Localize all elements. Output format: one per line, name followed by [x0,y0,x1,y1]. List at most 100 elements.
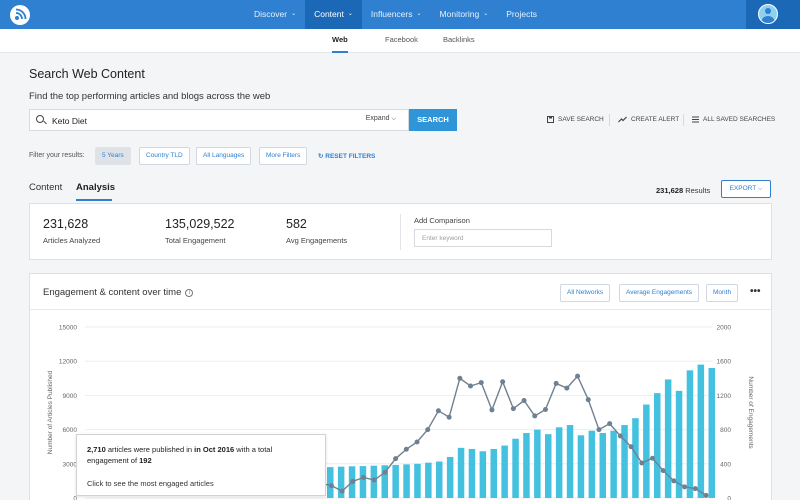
expand-label: Expand [365,115,390,122]
stat-articles-value: 231,628 [43,217,89,231]
data-point [414,439,420,445]
filter-chip-years[interactable]: 5 Years [95,147,131,165]
subnav-tab-web[interactable]: Web [332,29,348,53]
data-point [649,455,655,461]
search-button[interactable]: SEARCH [409,109,457,131]
subnav-tab-backlinks[interactable]: Backlinks [443,35,475,44]
bar [708,368,715,498]
data-point [692,486,698,492]
search-box[interactable]: Expand ⌵ [29,109,409,131]
data-point [393,456,399,462]
data-point [703,492,709,498]
results-count: 231,628 Results [656,186,710,195]
tooltip-text-1: articles were published in [105,445,195,454]
filter-label: Filter your results: [29,152,85,159]
nav-item-label: Content [314,9,344,19]
average-engagements-button[interactable]: Average Engagements [619,284,700,302]
chevron-down-icon: ⌵ [391,116,396,122]
tooltip-link[interactable]: Click to see the most engaged articles [87,479,214,488]
y-tick-label: 9000 [63,393,78,400]
refresh-icon: ↻ [318,153,324,160]
tab-content[interactable]: Content [29,182,63,193]
save-search-button[interactable]: SAVE SEARCH [547,116,604,123]
bar [512,438,519,498]
data-point [500,379,506,385]
data-point [575,373,581,379]
bar [523,433,530,498]
all-networks-button[interactable]: All Networks [560,284,611,302]
export-button[interactable]: EXPORT ⌵ [721,180,771,198]
add-comparison-label: Add Comparison [414,216,470,225]
bar [327,467,334,498]
bar [403,464,410,498]
data-point [682,484,688,490]
nav-item-projects[interactable]: Projects [497,0,546,29]
bar [545,434,552,498]
month-button[interactable]: Month [706,284,739,302]
data-point [596,427,602,433]
data-point [510,406,516,412]
chart-divider [30,309,771,310]
filter-chip-more[interactable]: More Filters [259,147,308,165]
data-point [585,397,591,403]
y2-tick-label: 0 [727,496,731,500]
data-point [489,407,495,413]
create-alert-button[interactable]: CREATE ALERT [618,116,679,123]
bar [479,451,487,498]
bar [414,463,421,498]
data-point [532,413,538,419]
bar [468,448,476,498]
data-point [382,469,388,475]
filter-chip-languages[interactable]: All Languages [196,147,252,165]
data-point [542,407,548,413]
stat-articles-label: Articles Analyzed [43,236,101,245]
subnav-tab-facebook[interactable]: Facebook [385,35,418,44]
avatar-icon[interactable] [758,4,778,24]
data-point [639,460,645,466]
create-alert-label: CREATE ALERT [631,116,680,123]
nav-item-discover[interactable]: Discover ⌄ [245,0,305,29]
data-point [435,408,441,414]
nav-item-content[interactable]: Content ⌄ [305,0,362,29]
tooltip-count: 2,710 [87,445,106,454]
save-search-label: SAVE SEARCH [558,116,604,123]
search-icon [36,115,44,123]
user-menu[interactable] [746,0,800,29]
bar [534,429,541,498]
y2-tick-label: 1200 [717,393,732,400]
chevron-down-icon: ⌄ [483,11,489,17]
reset-filters-button[interactable]: ↻ RESET FILTERS [318,152,375,160]
bar [610,430,617,498]
expand-dropdown[interactable]: Expand ⌵ [366,115,396,123]
bar [446,456,454,498]
bar [359,466,367,498]
y2-tick-label: 800 [720,427,731,434]
nav-item-monitoring[interactable]: Monitoring ⌄ [431,0,498,29]
search-input[interactable] [52,114,342,127]
bar [425,462,432,498]
chart-tooltip[interactable]: 2,710 articles were published in in Oct … [76,434,326,496]
data-point [553,380,559,386]
bar [664,379,672,498]
all-saved-searches-button[interactable]: ALL SAVED SEARCHES [692,116,775,123]
divider [683,114,684,126]
filter-chip-country[interactable]: Country TLD [139,147,190,165]
data-point [361,474,367,480]
tab-analysis[interactable]: Analysis [76,182,116,193]
chart-title-text: Engagement & content over time [43,287,182,298]
logo-icon[interactable] [10,5,30,25]
comparison-keyword-input[interactable] [414,229,552,247]
nav-item-influencers[interactable]: Influencers ⌄ [362,0,431,29]
data-point [478,380,484,386]
data-point [446,414,452,420]
y-tick-label: 6000 [63,427,78,434]
info-icon[interactable]: i [185,289,194,297]
more-options-icon[interactable]: ••• [750,286,761,297]
stat-engagement-label: Total Engagement [165,236,226,245]
data-point [371,477,377,483]
results-label: Results [685,186,711,195]
data-point [521,398,527,404]
bar [643,404,650,498]
bar [588,430,596,498]
stat-avg-value: 582 [286,217,307,231]
